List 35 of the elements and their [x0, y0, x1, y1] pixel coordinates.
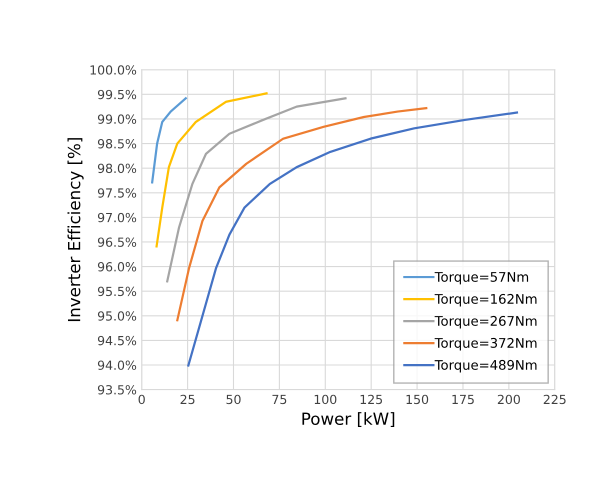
y-tick-label: 95.5% — [98, 286, 136, 296]
y-tick-label: 99.5% — [98, 90, 136, 100]
y-tick-label: 93.5% — [98, 385, 136, 395]
y-tick-label: 97.0% — [98, 212, 136, 222]
y-tick-label: 99.0% — [98, 114, 136, 124]
line-series — [155, 92, 268, 248]
x-axis-title: Power [kW] — [302, 412, 394, 427]
legend-label: Torque=267Nm — [434, 316, 536, 328]
y-tick-label: 94.5% — [98, 336, 136, 346]
x-tick-label: 75 — [272, 394, 286, 404]
y-tick-label: 96.5% — [98, 237, 136, 247]
y-tick-label: 98.0% — [98, 164, 136, 174]
y-tick-label: 98.5% — [98, 139, 136, 148]
legend-label: Torque=57Nm — [434, 272, 528, 284]
line-series — [166, 97, 347, 282]
y-tick-label: 100.0% — [90, 65, 136, 75]
x-tick-label: 200 — [498, 394, 520, 404]
legend-label: Torque=489Nm — [434, 360, 536, 372]
y-axis-title: Inverter Efficiency [%] — [67, 138, 84, 322]
x-tick-label: 0 — [138, 394, 145, 404]
x-tick-label: 225 — [544, 394, 566, 404]
y-tick-label: 95.0% — [98, 311, 136, 321]
y-tick-label: 96.0% — [98, 262, 136, 272]
x-tick-label: 125 — [360, 394, 382, 404]
y-tick-label: 97.5% — [98, 188, 136, 198]
x-tick-label: 175 — [452, 394, 474, 404]
line-series — [176, 107, 428, 322]
y-tick-label: 94.0% — [98, 360, 136, 370]
x-tick-label: 50 — [226, 394, 241, 404]
line-series — [151, 97, 187, 184]
legend-label: Torque=372Nm — [434, 338, 536, 350]
legend-label: Torque=162Nm — [434, 294, 536, 306]
x-tick-label: 100 — [314, 394, 336, 404]
x-tick-label: 25 — [180, 394, 194, 404]
x-tick-label: 150 — [406, 394, 428, 404]
